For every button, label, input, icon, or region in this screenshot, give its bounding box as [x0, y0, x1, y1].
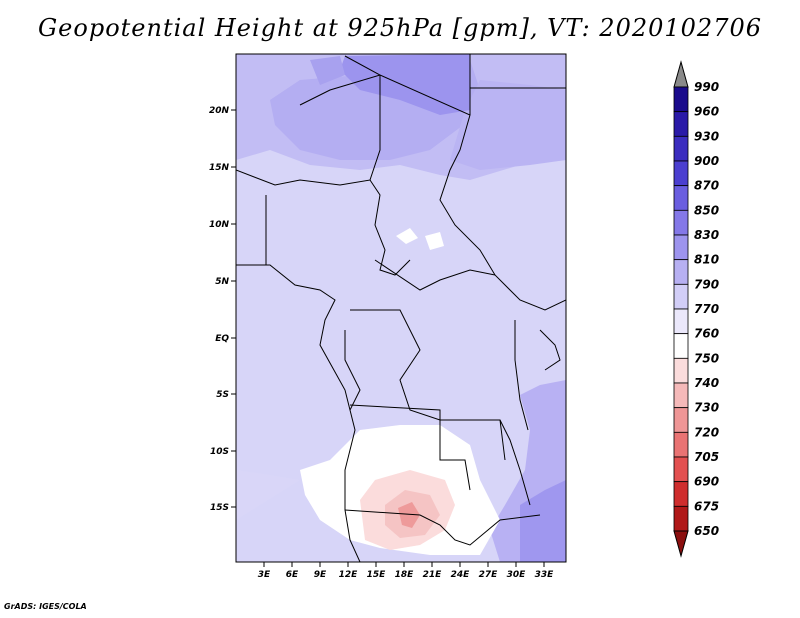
colorbar-swatch — [673, 185, 689, 211]
border-angola — [349, 404, 471, 491]
lat-label: 15S — [210, 503, 229, 513]
colorbar-swatch — [673, 505, 689, 532]
lat-label: 15N — [209, 163, 230, 173]
colorbar-label: 740 — [694, 376, 719, 390]
lon-labels: 3E 6E 9E 12E 15E 18E 21E 24E 27E 30E 33E — [258, 570, 554, 580]
lake-victoria — [539, 329, 561, 371]
colorbar-label: 990 — [694, 80, 719, 94]
border-car — [374, 259, 496, 291]
lon-label: 12E — [339, 570, 359, 580]
colorbar-swatch — [673, 357, 689, 384]
grads-credit: GrADS: IGES/COLA — [4, 602, 87, 611]
colorbar-swatch — [673, 431, 689, 458]
colorbar-label: 675 — [694, 499, 719, 513]
border-namibia — [344, 509, 541, 546]
axis-ticks — [231, 109, 545, 567]
lake-outline — [514, 320, 529, 431]
colorbar-label: 850 — [694, 203, 719, 217]
lat-label: EQ — [215, 334, 229, 344]
lon-label: 30E — [507, 570, 527, 580]
border-gabon — [344, 330, 361, 411]
lon-label: 21E — [423, 570, 443, 580]
lat-label: 10N — [209, 220, 230, 230]
lat-label: 10S — [210, 447, 229, 457]
colorbar-swatch — [673, 308, 689, 335]
colorbar-label: 705 — [694, 450, 719, 464]
lon-label: 18E — [395, 570, 415, 580]
map-frame — [235, 53, 567, 563]
lon-label: 33E — [535, 570, 555, 580]
border-drc — [350, 309, 506, 461]
lon-label: 27E — [479, 570, 499, 580]
borders — [236, 54, 566, 562]
colorbar-label: 790 — [694, 277, 719, 291]
lon-label: 15E — [367, 570, 387, 580]
lon-label: 24E — [451, 570, 471, 580]
lat-label: 20N — [209, 106, 230, 116]
colorbar-label: 720 — [694, 425, 719, 439]
colorbar-swatch — [673, 283, 689, 310]
border-sahel — [236, 169, 411, 276]
colorbar-label: 730 — [694, 401, 719, 415]
colorbar-swatch — [673, 209, 689, 236]
colorbar-label: 930 — [694, 129, 719, 143]
field-patch-white-1 — [396, 228, 418, 244]
map-title: Geopotential Height at 925hPa [gpm], VT:… — [38, 14, 762, 42]
lat-label: 5S — [216, 390, 229, 400]
colorbar-label: 650 — [694, 524, 719, 538]
colorbar-label: 770 — [694, 302, 719, 316]
colorbar-swatch — [673, 481, 689, 507]
colorbar-bottom-arrow — [673, 530, 689, 558]
colorbar-swatch — [673, 86, 689, 113]
field-patch-sw — [236, 470, 300, 520]
colorbar-swatch — [673, 407, 689, 433]
field-low-730 — [398, 502, 420, 528]
colorbar-swatch — [673, 333, 689, 359]
colorbar: 990 960 930 900 870 850 830 810 790 770 760 750 740 7… — [673, 60, 719, 558]
colorbar-label: 750 — [694, 351, 719, 365]
colorbar-swatch — [673, 234, 689, 261]
colorbar-label: 960 — [694, 105, 719, 119]
field-band-830 — [340, 54, 470, 115]
colorbar-label: 760 — [694, 327, 719, 341]
border-north-1 — [344, 55, 381, 181]
colorbar-label: 870 — [694, 179, 719, 193]
height-field — [236, 54, 566, 562]
colorbar-swatch — [673, 135, 689, 162]
lon-label: 9E — [314, 570, 327, 580]
colorbar-swatch — [673, 111, 689, 137]
lon-label: 6E — [286, 570, 299, 580]
colorbar-top-arrow — [673, 60, 689, 88]
colorbar-swatch — [673, 160, 689, 187]
lat-label: 5N — [215, 277, 229, 287]
colorbar-label: 900 — [694, 154, 719, 168]
field-patch-nw — [310, 56, 345, 85]
colorbar-swatch — [673, 382, 689, 409]
border-tz-moz — [499, 419, 531, 506]
colorbar-swatch — [673, 456, 689, 483]
field-band-810-east — [450, 80, 566, 170]
colorbar-label: 830 — [694, 228, 719, 242]
colorbar-swatch — [673, 259, 689, 285]
lon-label: 3E — [258, 570, 271, 580]
colorbar-label: 810 — [694, 253, 719, 267]
lat-labels: 20N 15N 10N 5N EQ 5S 10S 15S — [209, 106, 230, 513]
field-patch-white-2 — [425, 232, 444, 250]
border-chad-sudan — [299, 74, 566, 311]
colorbar-label: 690 — [694, 475, 719, 489]
field-band-se-810 — [520, 480, 566, 562]
